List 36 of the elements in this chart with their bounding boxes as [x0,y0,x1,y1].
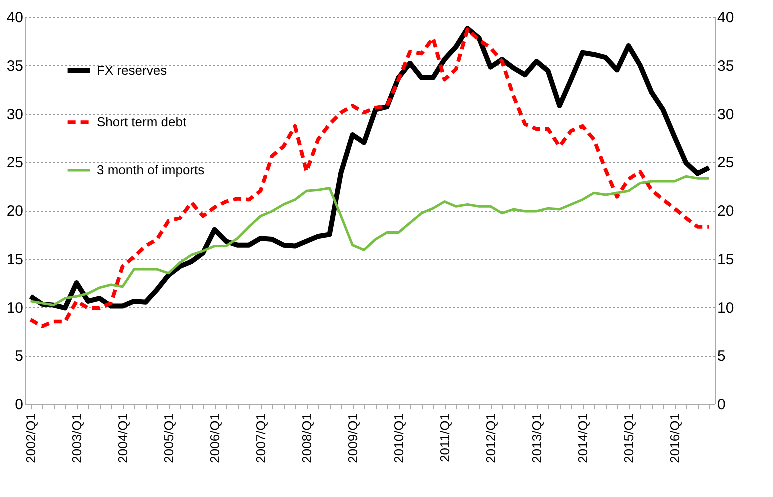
x-tick-label: 2007/Q1 [253,414,268,464]
x-tick-label: 2016/Q1 [667,414,682,464]
y-tick-label: 10 [6,300,24,317]
x-tick-label: 2010/Q1 [391,414,406,464]
y-tick-label: 40 [6,10,24,26]
legend-label: 3 month of imports [97,162,206,178]
x-tick-label: 2006/Q1 [207,414,222,464]
y2-tick-label: 10 [718,300,734,317]
y2-tick-label: 30 [718,106,734,124]
y2-tick-label: 40 [718,10,734,26]
x-tick-label: 2014/Q1 [575,414,590,464]
legend-label: FX reserves [97,63,168,78]
x-tick-label: 2012/Q1 [483,414,498,464]
y2-tick-label: 5 [718,348,726,366]
x-tick-label: 2013/Q1 [529,414,544,464]
x-tick-label: 2015/Q1 [621,414,636,464]
y-tick-label: 35 [6,58,24,75]
y-tick-label: 0 [15,396,24,414]
x-tick-label: 2004/Q1 [115,414,130,464]
y2-tick-label: 25 [718,154,734,172]
x-tick-label: 2005/Q1 [161,414,176,464]
y2-tick-label: 20 [718,203,734,220]
x-tick-label: 2008/Q1 [299,414,314,464]
x-tick-label: 2003/Q1 [69,414,84,464]
x-tick-label: 2002/Q1 [23,414,38,464]
y-tick-label: 25 [6,154,24,172]
legend-label: Short term debt [97,114,187,130]
x-tick-label: 2009/Q1 [345,414,360,464]
x-tick-label: 2011/Q1 [437,414,452,462]
y2-tick-label: 35 [718,58,734,75]
y-tick-label: 5 [15,348,24,366]
y-tick-label: 15 [6,251,24,268]
y2-tick-label: 15 [718,251,734,268]
y-tick-label: 30 [6,106,24,124]
y-tick-label: 20 [6,203,24,220]
y2-tick-label: 0 [718,396,726,414]
